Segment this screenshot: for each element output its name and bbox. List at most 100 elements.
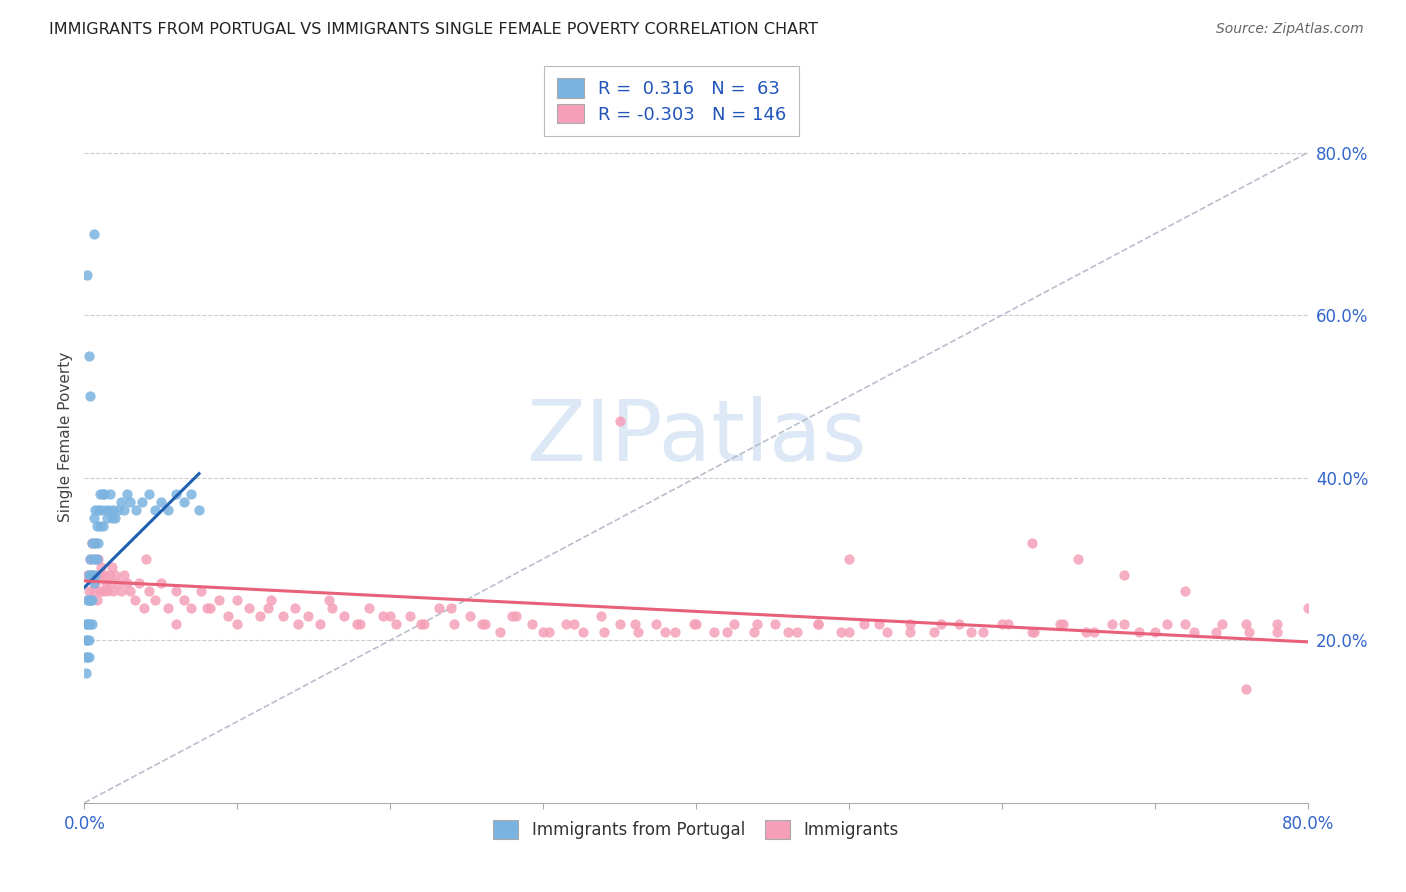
Point — [531, 625, 554, 640]
Point — [357, 600, 380, 615]
Point — [555, 617, 578, 632]
Point — [1021, 535, 1043, 549]
Point — [385, 617, 408, 632]
Point — [77, 349, 100, 363]
Point — [76, 649, 98, 664]
Point — [180, 600, 202, 615]
Point — [143, 592, 166, 607]
Point — [1236, 681, 1258, 696]
Point — [86, 519, 108, 533]
Point — [188, 503, 211, 517]
Point — [1205, 625, 1227, 640]
Point — [249, 608, 271, 623]
Point — [346, 617, 368, 632]
Point — [716, 625, 738, 640]
Point — [489, 625, 512, 640]
Point — [538, 625, 561, 640]
Point — [143, 503, 166, 517]
Point — [110, 495, 132, 509]
Point — [84, 535, 107, 549]
Point — [1239, 625, 1261, 640]
Point — [149, 576, 172, 591]
Point — [271, 608, 294, 623]
Point — [1067, 552, 1090, 566]
Point — [238, 600, 260, 615]
Point — [94, 503, 117, 517]
Point — [1114, 617, 1136, 632]
Point — [1114, 568, 1136, 582]
Point — [101, 560, 124, 574]
Point — [960, 625, 983, 640]
Point — [522, 617, 544, 632]
Point — [83, 584, 105, 599]
Point — [165, 487, 187, 501]
Point — [84, 503, 107, 517]
Point — [87, 503, 110, 517]
Point — [97, 568, 120, 582]
Point — [380, 608, 402, 623]
Point — [165, 617, 187, 632]
Point — [1074, 625, 1097, 640]
Point — [83, 576, 105, 591]
Point — [505, 608, 527, 623]
Point — [838, 625, 860, 640]
Point — [120, 584, 142, 599]
Point — [80, 592, 103, 607]
Point — [1022, 625, 1045, 640]
Point — [83, 552, 105, 566]
Point — [83, 511, 105, 525]
Point — [76, 617, 98, 632]
Point — [593, 625, 616, 640]
Point — [217, 608, 239, 623]
Point — [1184, 625, 1206, 640]
Point — [997, 617, 1019, 632]
Point — [132, 600, 155, 615]
Point — [77, 568, 100, 582]
Point — [84, 568, 107, 582]
Point — [1083, 625, 1105, 640]
Point — [86, 552, 108, 566]
Point — [173, 495, 195, 509]
Point — [107, 576, 129, 591]
Point — [89, 568, 111, 582]
Point — [703, 625, 725, 640]
Point — [86, 592, 108, 607]
Point — [412, 617, 434, 632]
Point — [180, 487, 202, 501]
Point — [972, 625, 994, 640]
Point — [157, 600, 180, 615]
Point — [1236, 617, 1258, 632]
Point — [131, 495, 153, 509]
Point — [458, 608, 481, 623]
Point — [90, 560, 112, 574]
Point — [115, 576, 138, 591]
Point — [79, 617, 101, 632]
Point — [742, 625, 765, 640]
Point — [80, 535, 103, 549]
Point — [79, 568, 101, 582]
Point — [898, 625, 921, 640]
Point — [75, 633, 97, 648]
Point — [77, 649, 100, 664]
Point — [76, 592, 98, 607]
Point — [87, 535, 110, 549]
Point — [165, 584, 187, 599]
Point — [830, 625, 852, 640]
Point — [654, 625, 676, 640]
Point — [645, 617, 668, 632]
Point — [1143, 625, 1166, 640]
Point — [103, 584, 125, 599]
Point — [474, 617, 496, 632]
Point — [112, 568, 135, 582]
Point — [79, 389, 101, 403]
Point — [409, 617, 432, 632]
Point — [87, 552, 110, 566]
Point — [371, 608, 394, 623]
Point — [115, 487, 138, 501]
Point — [807, 617, 830, 632]
Point — [86, 568, 108, 582]
Point — [91, 519, 114, 533]
Point — [321, 600, 343, 615]
Point — [898, 617, 921, 632]
Point — [1265, 617, 1288, 632]
